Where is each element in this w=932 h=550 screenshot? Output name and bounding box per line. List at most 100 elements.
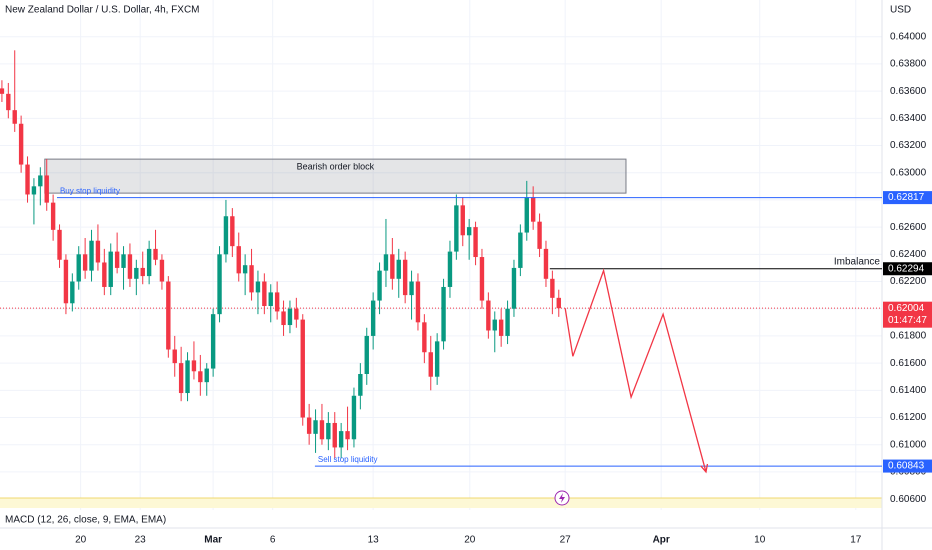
level-label: Imbalance — [834, 256, 881, 267]
candle-body — [140, 267, 145, 277]
candle-body — [178, 363, 184, 394]
price-tag — [883, 459, 932, 473]
candle-body — [396, 259, 401, 279]
projection-path — [564, 268, 707, 473]
candle-body — [114, 251, 120, 268]
candle-body — [530, 197, 536, 222]
candle-body — [358, 374, 363, 396]
candle-body — [70, 281, 75, 304]
candle-body — [479, 257, 485, 301]
candle-body — [492, 319, 497, 331]
candle-body — [198, 371, 203, 383]
candle-body — [511, 267, 517, 309]
y-tick-label: 0.64000 — [890, 31, 927, 42]
candle-body — [460, 205, 465, 236]
candle-body — [18, 123, 24, 165]
y-tick-label: 0.62600 — [890, 222, 927, 233]
candle-body — [204, 368, 209, 383]
candle-body — [0, 88, 5, 94]
x-tick-label: 27 — [560, 535, 572, 546]
candle-body — [63, 259, 69, 304]
candle-body — [31, 186, 37, 195]
candle-body — [306, 417, 312, 434]
price-tag-label: 0.60843 — [888, 461, 925, 472]
price-tag-label: 0.62817 — [888, 192, 925, 203]
indicator-band — [0, 498, 882, 508]
y-tick-label: 0.61600 — [890, 358, 927, 369]
price-tag — [883, 301, 932, 328]
candle-body — [313, 420, 318, 434]
candle-body — [556, 297, 561, 309]
candle-body — [242, 265, 248, 274]
candle-body — [166, 281, 171, 350]
candle-body — [383, 254, 389, 271]
candle-body — [287, 308, 293, 326]
candle-body — [524, 197, 529, 233]
candle-body — [153, 248, 158, 260]
x-tick-label: Mar — [204, 535, 222, 546]
candle-body — [498, 319, 504, 336]
candle-body — [172, 349, 177, 364]
candle-body — [38, 175, 43, 187]
y-tick-label: 0.61400 — [890, 385, 927, 396]
candle-body — [550, 278, 555, 298]
candle-body — [191, 360, 197, 372]
candle-body — [537, 221, 542, 249]
candle-body — [281, 311, 286, 326]
indicator-label: MACD (12, 26, close, 9, EMA, EMA) — [5, 515, 166, 526]
y-tick-label: 0.60600 — [890, 494, 927, 505]
candle-body — [159, 259, 165, 282]
candle-body — [95, 240, 101, 263]
candle-body — [127, 254, 133, 279]
candle-body — [505, 308, 510, 336]
price-tag-label: 0.62004 — [888, 303, 925, 314]
candle-body — [543, 248, 549, 279]
candle-body — [223, 216, 229, 255]
y-tick-label: 0.61200 — [890, 412, 927, 423]
candle-body — [364, 335, 369, 374]
y-tick-label: 0.63000 — [890, 167, 927, 178]
candle-body — [50, 202, 56, 230]
x-tick-label: 23 — [135, 535, 147, 546]
candle-body — [44, 175, 49, 203]
y-tick-label: 0.63600 — [890, 86, 927, 97]
candle-body — [415, 281, 421, 323]
y-tick-label: 0.62400 — [890, 249, 927, 260]
price-tag — [883, 191, 932, 205]
candle-body — [473, 227, 478, 258]
candle-body — [236, 246, 241, 274]
candle-body — [351, 395, 357, 440]
x-tick-label: 10 — [754, 535, 766, 546]
candle-body — [518, 232, 523, 268]
candle-body — [134, 267, 139, 279]
candle-body — [262, 281, 267, 306]
candle-body — [249, 265, 254, 293]
candle-body — [102, 262, 107, 287]
y-tick-label: 0.63800 — [890, 59, 927, 70]
candle-body — [230, 216, 235, 247]
candle-body — [294, 308, 299, 320]
candle-body — [434, 341, 440, 377]
candle-body — [185, 360, 190, 394]
candle-body — [338, 431, 344, 448]
candle-body — [217, 254, 222, 315]
candle-body — [370, 300, 376, 336]
candle-body — [466, 227, 472, 236]
candle-body — [210, 314, 216, 369]
candle-body — [441, 286, 446, 342]
candle-body — [300, 319, 305, 418]
countdown: 01:47:47 — [888, 315, 927, 326]
order-block-label: Bearish order block — [297, 161, 375, 171]
candle-body — [89, 240, 94, 271]
x-tick-label: 13 — [368, 535, 380, 546]
candle-body — [12, 110, 17, 124]
y-tick-label: 0.62200 — [890, 276, 927, 287]
currency: USD — [890, 5, 911, 16]
candle-body — [268, 292, 273, 306]
candle-body — [390, 254, 395, 279]
chart-title: New Zealand Dollar / U.S. Dollar, 4h, FX… — [5, 5, 200, 16]
x-tick-label: 17 — [850, 535, 862, 546]
level-label: Sell stop liquidity — [318, 455, 378, 464]
candle-body — [409, 281, 414, 296]
